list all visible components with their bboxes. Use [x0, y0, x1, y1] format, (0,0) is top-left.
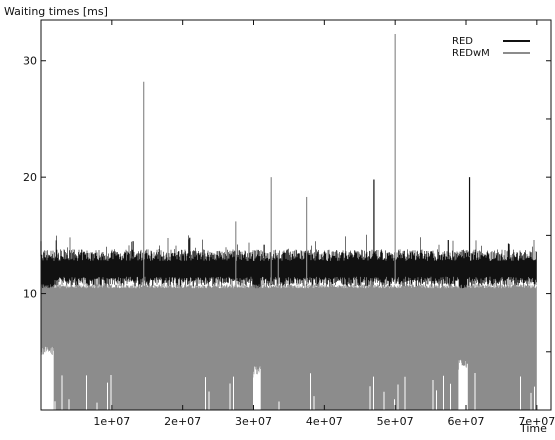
x-tick-label: 2e+07 — [164, 415, 201, 428]
y-tick-label: 10 — [23, 288, 37, 301]
y-tick-label: 30 — [23, 55, 37, 68]
legend-label-red: RED — [452, 36, 473, 47]
x-tick-label: 5e+07 — [377, 415, 414, 428]
y-axis-title: Waiting times [ms] — [4, 5, 108, 18]
x-axis-ticks: 1e+07 2e+07 3e+07 4e+07 5e+07 6e+07 7e+07 — [93, 20, 555, 428]
x-tick-label: 7e+07 — [518, 415, 555, 428]
y-axis-ticks: 10 20 30 — [23, 55, 551, 353]
legend-label-redwm: REDwM — [452, 48, 490, 59]
plot-frame — [40, 19, 552, 411]
x-tick-label: 1e+07 — [93, 415, 130, 428]
y-tick-label: 20 — [23, 171, 37, 184]
x-axis-title: Time — [519, 422, 547, 435]
x-tick-label: 6e+07 — [448, 415, 485, 428]
legend: RED REDwM — [452, 36, 530, 59]
x-tick-label: 3e+07 — [235, 415, 272, 428]
x-tick-label: 4e+07 — [306, 415, 343, 428]
